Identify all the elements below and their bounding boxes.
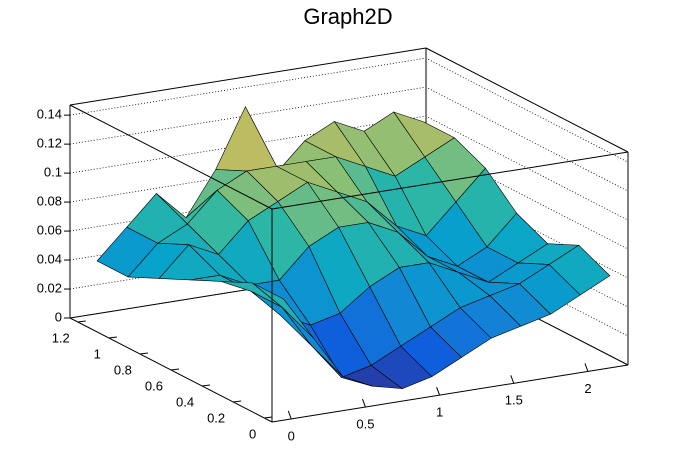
x-tick-label: 0.5 <box>356 416 374 431</box>
x-tick <box>287 410 292 420</box>
y-tick <box>202 384 211 387</box>
y-tick-label: 0 <box>249 426 256 441</box>
box-edge <box>425 47 629 153</box>
y-tick <box>77 320 86 323</box>
surface-cell <box>215 106 277 172</box>
x-tick-label: 0 <box>288 428 295 443</box>
box-edge <box>69 104 273 210</box>
z-tick-label: 0.02 <box>37 280 62 295</box>
box-edge <box>271 151 629 210</box>
y-tick <box>139 352 148 355</box>
y-tick-label: 0.2 <box>207 410 225 425</box>
y-tick-label: 0.4 <box>176 394 194 409</box>
x-tick-label: 2 <box>584 381 591 396</box>
y-tick <box>108 336 117 339</box>
x-tick-label: 1.5 <box>505 393 523 408</box>
surface-cell <box>252 282 314 338</box>
z-tick-label: 0.06 <box>37 222 62 237</box>
y-tick-label: 0.6 <box>145 378 163 393</box>
y-tick <box>233 400 242 403</box>
x-tick <box>584 363 589 372</box>
chart-title: Graph2D <box>303 4 392 29</box>
y-tick-label: 1.2 <box>52 330 70 345</box>
z-tick-label: 0.04 <box>37 251 62 266</box>
x-tick <box>510 375 515 384</box>
grid-line <box>69 86 629 192</box>
x-tick <box>436 386 441 396</box>
z-tick-label: 0.08 <box>37 194 62 209</box>
z-tick-label: 0.14 <box>37 107 62 122</box>
y-tick <box>170 368 180 371</box>
z-tick-label: 0 <box>55 309 62 324</box>
z-tick-label: 0.12 <box>37 136 62 151</box>
box-edge <box>271 364 629 423</box>
y-tick-label: 1 <box>94 346 101 361</box>
y-tick <box>264 416 273 419</box>
x-tick <box>361 398 366 408</box>
z-tick-label: 0.1 <box>44 165 62 180</box>
grid-line <box>69 115 629 221</box>
x-tick-label: 1 <box>436 405 443 420</box>
y-tick-label: 0.8 <box>114 362 132 377</box>
box-edge <box>69 47 427 106</box>
grid-line <box>69 57 629 163</box>
